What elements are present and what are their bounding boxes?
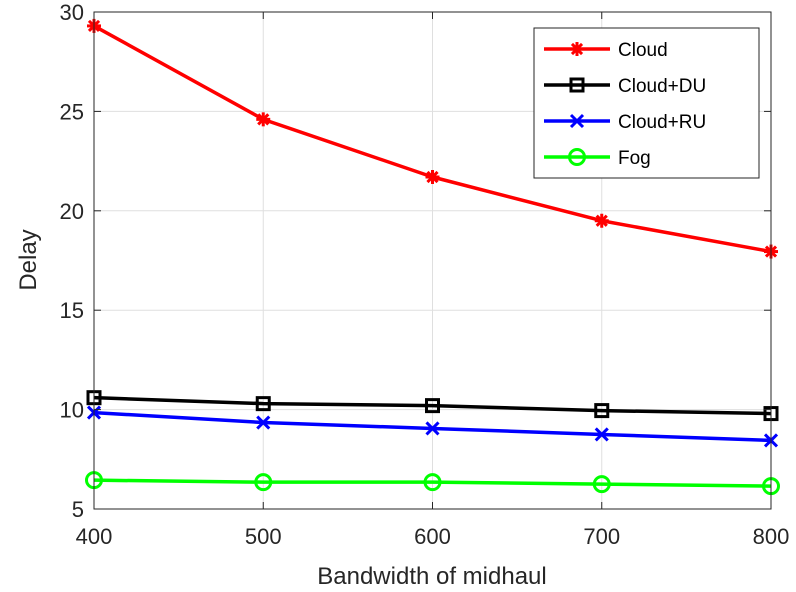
- x-axis-title: Bandwidth of midhaul: [317, 563, 546, 590]
- data-point: [568, 148, 586, 166]
- data-point: [255, 396, 271, 412]
- legend-label: Cloud+DU: [618, 76, 706, 97]
- data-point: [594, 403, 610, 419]
- legend-label: Cloud: [618, 40, 668, 61]
- data-point: [423, 473, 442, 492]
- data-point: [425, 398, 440, 414]
- series-line: [93, 395, 772, 416]
- legend-label: Fog: [618, 148, 651, 169]
- x-tick-label: 400: [76, 524, 113, 549]
- y-tick-label: 5: [72, 497, 84, 522]
- legend-item: Fog: [544, 148, 651, 169]
- y-tick-label: 15: [60, 298, 84, 323]
- x-tick-label: 500: [245, 524, 282, 549]
- data-point: [594, 427, 609, 442]
- y-tick-label: 30: [60, 0, 84, 25]
- legend: Cloud Cloud+DU Cloud+RU Fog: [533, 27, 760, 179]
- y-axis-title: Delay: [15, 229, 42, 290]
- data-point: [425, 421, 440, 436]
- series-line: [93, 478, 772, 488]
- y-tick-label: 25: [60, 99, 84, 124]
- series-cloud-ru: [86, 405, 779, 448]
- data-point: [592, 475, 611, 494]
- x-tick-label: 600: [414, 524, 451, 549]
- y-tick-labels: 5 10 15 20 25 30: [60, 0, 84, 522]
- data-point: [256, 415, 271, 430]
- legend-item: Cloud+DU: [544, 76, 706, 97]
- data-point: [254, 473, 273, 492]
- x-tick-labels: 400 500 600 700 800: [76, 524, 790, 549]
- legend-item: Cloud+RU: [544, 112, 706, 133]
- y-tick-label: 10: [60, 398, 84, 423]
- y-tick-label: 20: [60, 199, 84, 224]
- series-layer: [85, 18, 780, 496]
- tick-marks: [93, 11, 772, 510]
- data-point: [570, 42, 584, 56]
- data-point: [569, 77, 585, 93]
- data-point: [425, 170, 440, 185]
- data-point: [256, 112, 271, 127]
- series-cloud-du: [86, 390, 779, 422]
- x-tick-label: 700: [583, 524, 620, 549]
- x-tick-label: 800: [753, 524, 790, 549]
- legend-label: Cloud+RU: [618, 112, 706, 133]
- data-point: [569, 113, 585, 129]
- legend-item: Cloud: [544, 40, 668, 61]
- data-point: [594, 213, 609, 228]
